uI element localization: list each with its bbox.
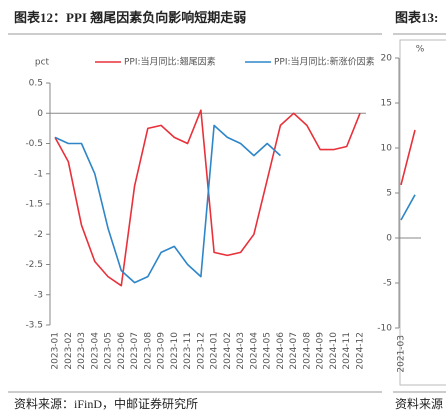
x-tick-label: 2023-09 xyxy=(157,332,167,370)
source: 资料来源：iFinD，中邮证券研究所 xyxy=(14,396,198,411)
chart-title: 图表12：PPI 翘尾因素负向影响短期走弱 xyxy=(14,10,246,25)
x-tick-label: 2023-06 xyxy=(117,332,127,370)
y-tick-label: 10 xyxy=(381,144,393,154)
x-tick-label: 2024-10 xyxy=(329,332,339,370)
x-tick-label: 2023-05 xyxy=(104,332,114,370)
x-tick-label: 2023-11 xyxy=(183,332,193,370)
series-line xyxy=(400,194,416,221)
y-tick-label: 15 xyxy=(381,99,392,109)
series-line xyxy=(54,124,281,284)
y-tick-label: -5 xyxy=(383,279,392,289)
x-tick-label: 2023-10 xyxy=(170,332,180,370)
x-tick-label: 2023-01 xyxy=(51,332,61,370)
x-tick-label: 2023-08 xyxy=(143,332,153,370)
x-tick-label: 2024-12 xyxy=(355,332,365,370)
y-tick-label: -10 xyxy=(377,324,392,334)
source: 资料来源 xyxy=(395,397,443,411)
y-tick-label: -0.5 xyxy=(25,139,43,149)
x-tick-label: 2024-09 xyxy=(316,332,326,370)
x-tick-label: 2023-03 xyxy=(77,332,87,370)
y-tick-label: -1 xyxy=(34,169,43,179)
y-tick-label: -3 xyxy=(34,290,43,300)
x-tick-label: 2024-04 xyxy=(249,332,259,370)
y-tick-label: 0 xyxy=(37,109,43,119)
x-tick-label: 2024-06 xyxy=(276,332,286,370)
x-tick-label: 2023-04 xyxy=(90,332,100,370)
y-tick-label: 20 xyxy=(381,54,393,64)
y-tick-label: -2 xyxy=(34,230,43,240)
x-tick-label: 2024-05 xyxy=(263,332,273,370)
x-tick-label: 2024-03 xyxy=(236,332,246,370)
y-tick-label: -1.5 xyxy=(25,200,43,210)
chart-frame xyxy=(399,39,446,386)
chart-title: 图表13: xyxy=(395,10,438,25)
x-tick-label: 2021-03 xyxy=(397,335,407,373)
y-tick-label: 0 xyxy=(386,234,392,244)
y-tick-label: 0.5 xyxy=(29,79,43,89)
series-line xyxy=(54,109,361,287)
x-tick-label: 2023-07 xyxy=(130,332,140,370)
y-tick-label: -3.5 xyxy=(25,321,43,331)
x-tick-label: 2023-12 xyxy=(196,332,206,370)
x-tick-label: 2024-11 xyxy=(342,332,352,370)
y-unit: % xyxy=(416,45,425,55)
x-tick-label: 2024-02 xyxy=(223,332,233,370)
y-tick-label: -2.5 xyxy=(25,260,43,270)
y-tick-label: 5 xyxy=(386,189,392,199)
legend-label: PPI:当月同比:新涨价因素 xyxy=(274,56,375,68)
legend-label: PPI:当月同比:翘尾因素 xyxy=(124,56,216,68)
x-tick-label: 2023-02 xyxy=(64,332,74,370)
x-tick-label: 2024-07 xyxy=(289,332,299,370)
series-line xyxy=(400,129,416,186)
y-unit: pct xyxy=(35,58,50,68)
x-tick-label: 2024-08 xyxy=(302,332,312,370)
x-tick-label: 2024-01 xyxy=(210,332,220,370)
